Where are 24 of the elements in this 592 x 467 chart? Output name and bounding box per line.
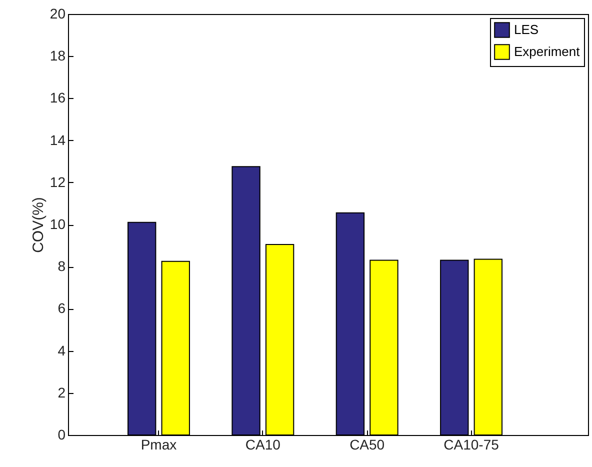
y-tick-label: 10 — [50, 216, 66, 232]
bar — [232, 166, 260, 436]
y-tick-label: 4 — [58, 342, 66, 358]
y-tick-label: 12 — [50, 174, 66, 190]
y-tick-label: 14 — [50, 132, 66, 148]
y-tick-label: 8 — [58, 258, 66, 274]
legend-label: LES — [514, 22, 539, 37]
y-tick-label: 0 — [58, 426, 66, 442]
y-tick-label: 2 — [58, 384, 66, 400]
bar — [265, 244, 294, 436]
x-tick-label: Pmax — [140, 436, 177, 452]
x-tick-label: CA50 — [350, 436, 385, 452]
bar — [161, 260, 190, 436]
legend-label: Experiment — [514, 44, 580, 59]
y-tick-label: 16 — [50, 90, 66, 106]
y-tick-label: 20 — [50, 6, 66, 22]
x-tick-label: CA10-75 — [444, 436, 500, 452]
y-tick-label: 6 — [58, 300, 66, 316]
x-tick-label: CA10 — [245, 436, 281, 452]
y-axis-title: COV(%) — [30, 197, 47, 253]
bar — [370, 260, 398, 436]
bar — [336, 212, 365, 436]
bar — [440, 260, 469, 436]
y-tick-label: 18 — [50, 48, 66, 64]
